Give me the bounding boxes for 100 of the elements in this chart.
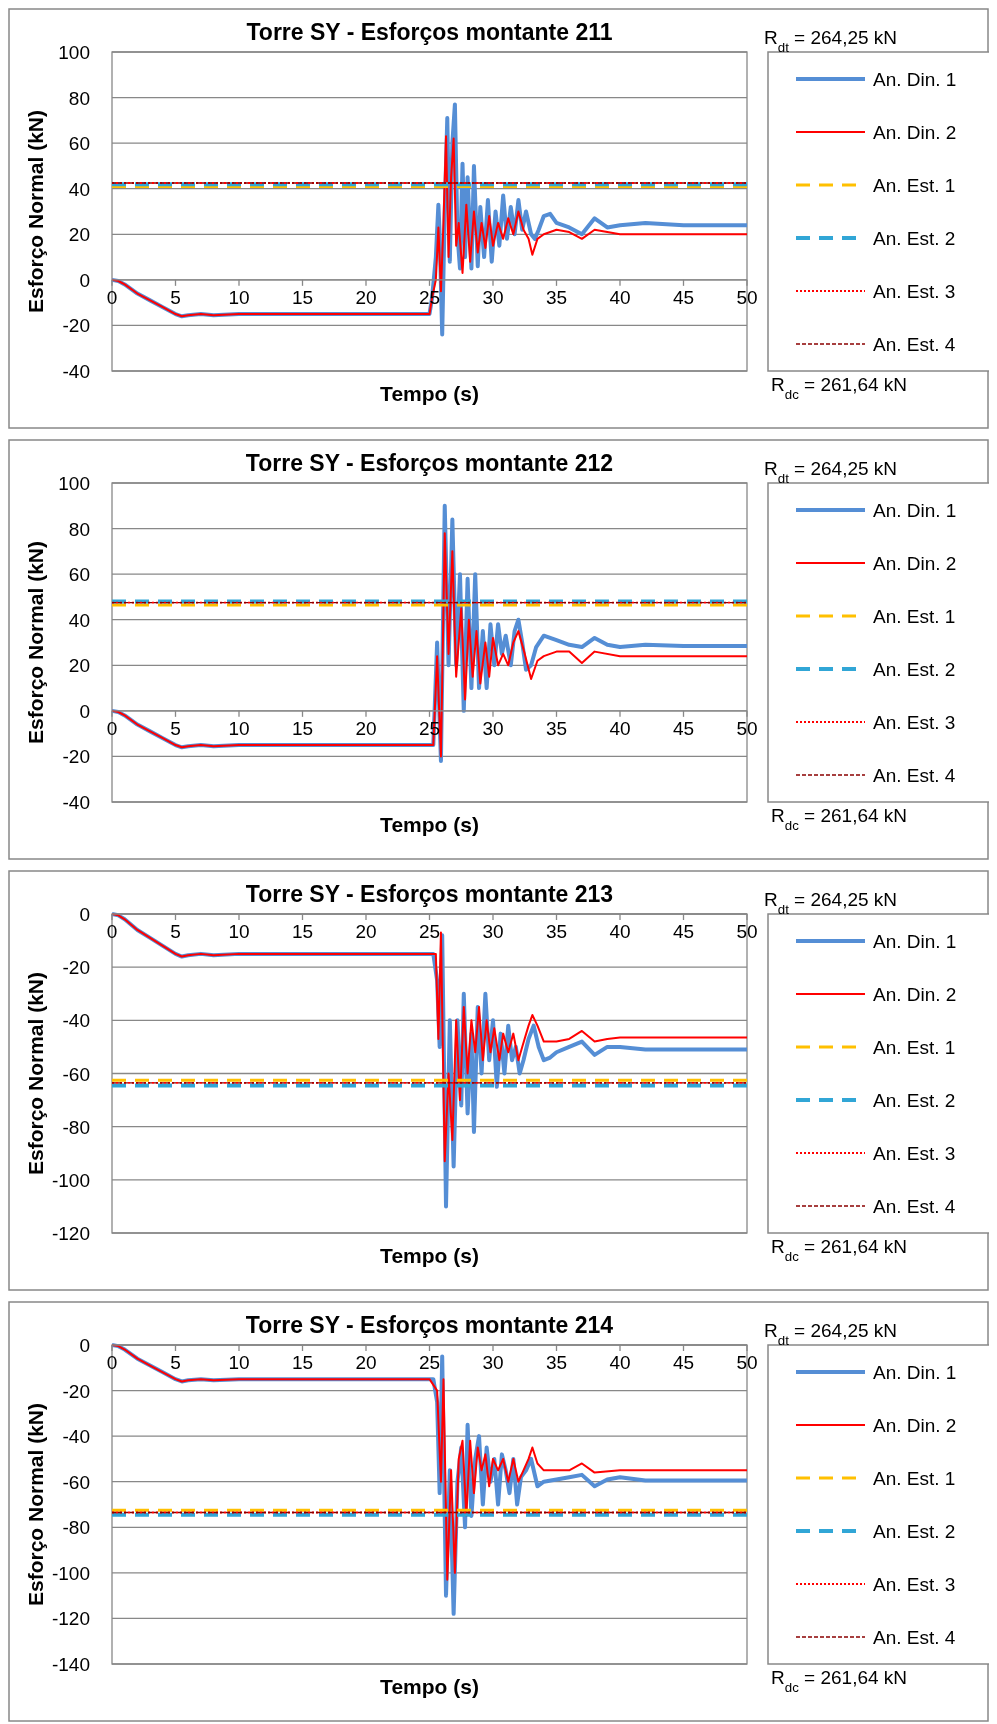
legend-label: An. Din. 1 <box>873 931 957 952</box>
x-tick-label: 35 <box>545 286 568 308</box>
text: R$_{dc}$ = 261,64 kN <box>771 1236 908 1264</box>
x-tick-label: 40 <box>609 286 631 308</box>
legend-label: An. Est. 1 <box>873 1468 956 1489</box>
y-axis-title: Esforço Normal (kN) <box>24 540 47 745</box>
y-tick-label: -60 <box>62 1063 90 1085</box>
x-tick-label: 45 <box>672 1352 695 1373</box>
x-tick-label: 10 <box>228 921 250 942</box>
legend-label: An. Din. 1 <box>873 500 957 521</box>
x-tick-label: 20 <box>355 717 377 739</box>
y-tick-label: 40 <box>68 609 90 631</box>
legend-label: An. Est. 2 <box>873 1521 956 1542</box>
y-tick-label: 20 <box>68 655 90 677</box>
x-tick-label: 5 <box>170 286 181 308</box>
legend-label: An. Est. 3 <box>873 712 956 733</box>
legend-label: An. Est. 2 <box>873 659 956 680</box>
y-tick-label: -120 <box>51 1223 90 1244</box>
x-tick-label: 30 <box>482 921 504 942</box>
x-tick-label: 45 <box>672 286 695 308</box>
x-tick-label: 15 <box>291 717 314 739</box>
x-tick-label: 20 <box>355 286 377 308</box>
y-tick-label: -20 <box>62 1380 90 1402</box>
x-tick-label: 50 <box>736 286 758 308</box>
x-tick-label: 0 <box>106 717 118 739</box>
x-axis-title: Tempo (s) <box>380 813 479 836</box>
y-tick-label: 40 <box>68 178 90 200</box>
x-axis-title: Tempo (s) <box>380 1675 479 1698</box>
y-tick-label: -40 <box>62 1426 90 1448</box>
y-tick-label: 0 <box>79 1335 90 1356</box>
legend-label: An. Est. 1 <box>873 1037 956 1058</box>
y-tick-label: 20 <box>68 224 90 246</box>
y-axis-title: Esforço Normal (kN) <box>24 971 47 1176</box>
y-tick-label: 60 <box>68 564 90 586</box>
x-tick-label: 0 <box>106 921 118 942</box>
y-tick-label: 0 <box>79 700 90 722</box>
text: R$_{dc}$ = 261,64 kN <box>771 374 908 402</box>
y-tick-label: 80 <box>68 518 90 540</box>
x-axis-title: Tempo (s) <box>380 1244 479 1267</box>
x-tick-label: 50 <box>736 717 758 739</box>
x-tick-label: 25 <box>418 921 441 942</box>
text: R$_{dt}$ = 264,25 kN <box>764 889 898 917</box>
x-tick-label: 15 <box>291 921 314 942</box>
y-tick-label: -140 <box>51 1654 90 1675</box>
legend-label: An. Est. 3 <box>873 1143 956 1164</box>
x-tick-label: 45 <box>672 717 695 739</box>
text: R$_{dt}$ = 264,25 kN <box>764 27 898 55</box>
x-tick-label: 20 <box>355 1352 377 1373</box>
y-axis-title: Esforço Normal (kN) <box>24 109 47 314</box>
x-tick-label: 30 <box>482 286 504 308</box>
y-tick-label: -80 <box>62 1116 90 1138</box>
x-tick-label: 50 <box>736 921 758 942</box>
x-tick-label: 35 <box>545 717 568 739</box>
legend-label: An. Din. 2 <box>873 122 957 143</box>
x-tick-label: 45 <box>672 921 695 942</box>
y-tick-label: -100 <box>51 1169 90 1191</box>
y-tick-label: -60 <box>62 1471 90 1493</box>
legend-label: An. Din. 1 <box>873 1362 957 1383</box>
text: R$_{dt}$ = 264,25 kN <box>764 1320 898 1348</box>
legend-label: An. Est. 4 <box>873 1627 956 1648</box>
legend-label: An. Est. 3 <box>873 1574 956 1595</box>
x-tick-label: 30 <box>482 717 504 739</box>
x-tick-label: 5 <box>170 717 181 739</box>
y-tick-label: 100 <box>58 42 90 63</box>
y-tick-label: -120 <box>51 1608 90 1630</box>
y-axis-title: Esforço Normal (kN) <box>24 1402 47 1607</box>
y-tick-label: 80 <box>68 87 90 109</box>
legend-label: An. Din. 2 <box>873 984 957 1005</box>
y-tick-label: -40 <box>62 792 90 813</box>
y-tick-label: -40 <box>62 361 90 382</box>
legend-label: An. Est. 4 <box>873 1196 956 1217</box>
x-tick-label: 10 <box>228 1352 250 1373</box>
chart-title: Torre SY - Esforços montante 211 <box>246 19 613 45</box>
text: R$_{dc}$ = 261,64 kN <box>771 805 908 833</box>
chart-title: Torre SY - Esforços montante 212 <box>245 450 614 476</box>
x-tick-label: 40 <box>609 717 631 739</box>
y-tick-label: -100 <box>51 1562 90 1584</box>
y-tick-label: -40 <box>62 1010 90 1032</box>
y-tick-label: -20 <box>62 957 90 979</box>
x-tick-label: 35 <box>545 1352 568 1373</box>
legend-label: An. Est. 4 <box>873 334 956 355</box>
x-tick-label: 15 <box>291 286 314 308</box>
chart-title: Torre SY - Esforços montante 214 <box>245 1312 614 1338</box>
text: R$_{dc}$ = 261,64 kN <box>771 1667 908 1695</box>
x-tick-label: 0 <box>106 286 118 308</box>
legend-label: An. Din. 1 <box>873 69 957 90</box>
x-tick-label: 5 <box>170 1352 181 1373</box>
y-tick-label: -80 <box>62 1517 90 1539</box>
chart-title: Torre SY - Esforços montante 213 <box>245 881 614 907</box>
x-tick-label: 50 <box>736 1352 758 1373</box>
legend-label: An. Est. 2 <box>873 228 956 249</box>
x-tick-label: 35 <box>545 921 568 942</box>
legend-label: An. Est. 3 <box>873 281 956 302</box>
x-tick-label: 20 <box>355 921 377 942</box>
x-tick-label: 10 <box>228 717 250 739</box>
y-tick-label: 0 <box>79 904 90 925</box>
y-tick-label: -20 <box>62 315 90 337</box>
legend-label: An. Din. 2 <box>873 553 957 574</box>
legend-label: An. Est. 4 <box>873 765 956 786</box>
x-tick-label: 40 <box>609 921 631 942</box>
